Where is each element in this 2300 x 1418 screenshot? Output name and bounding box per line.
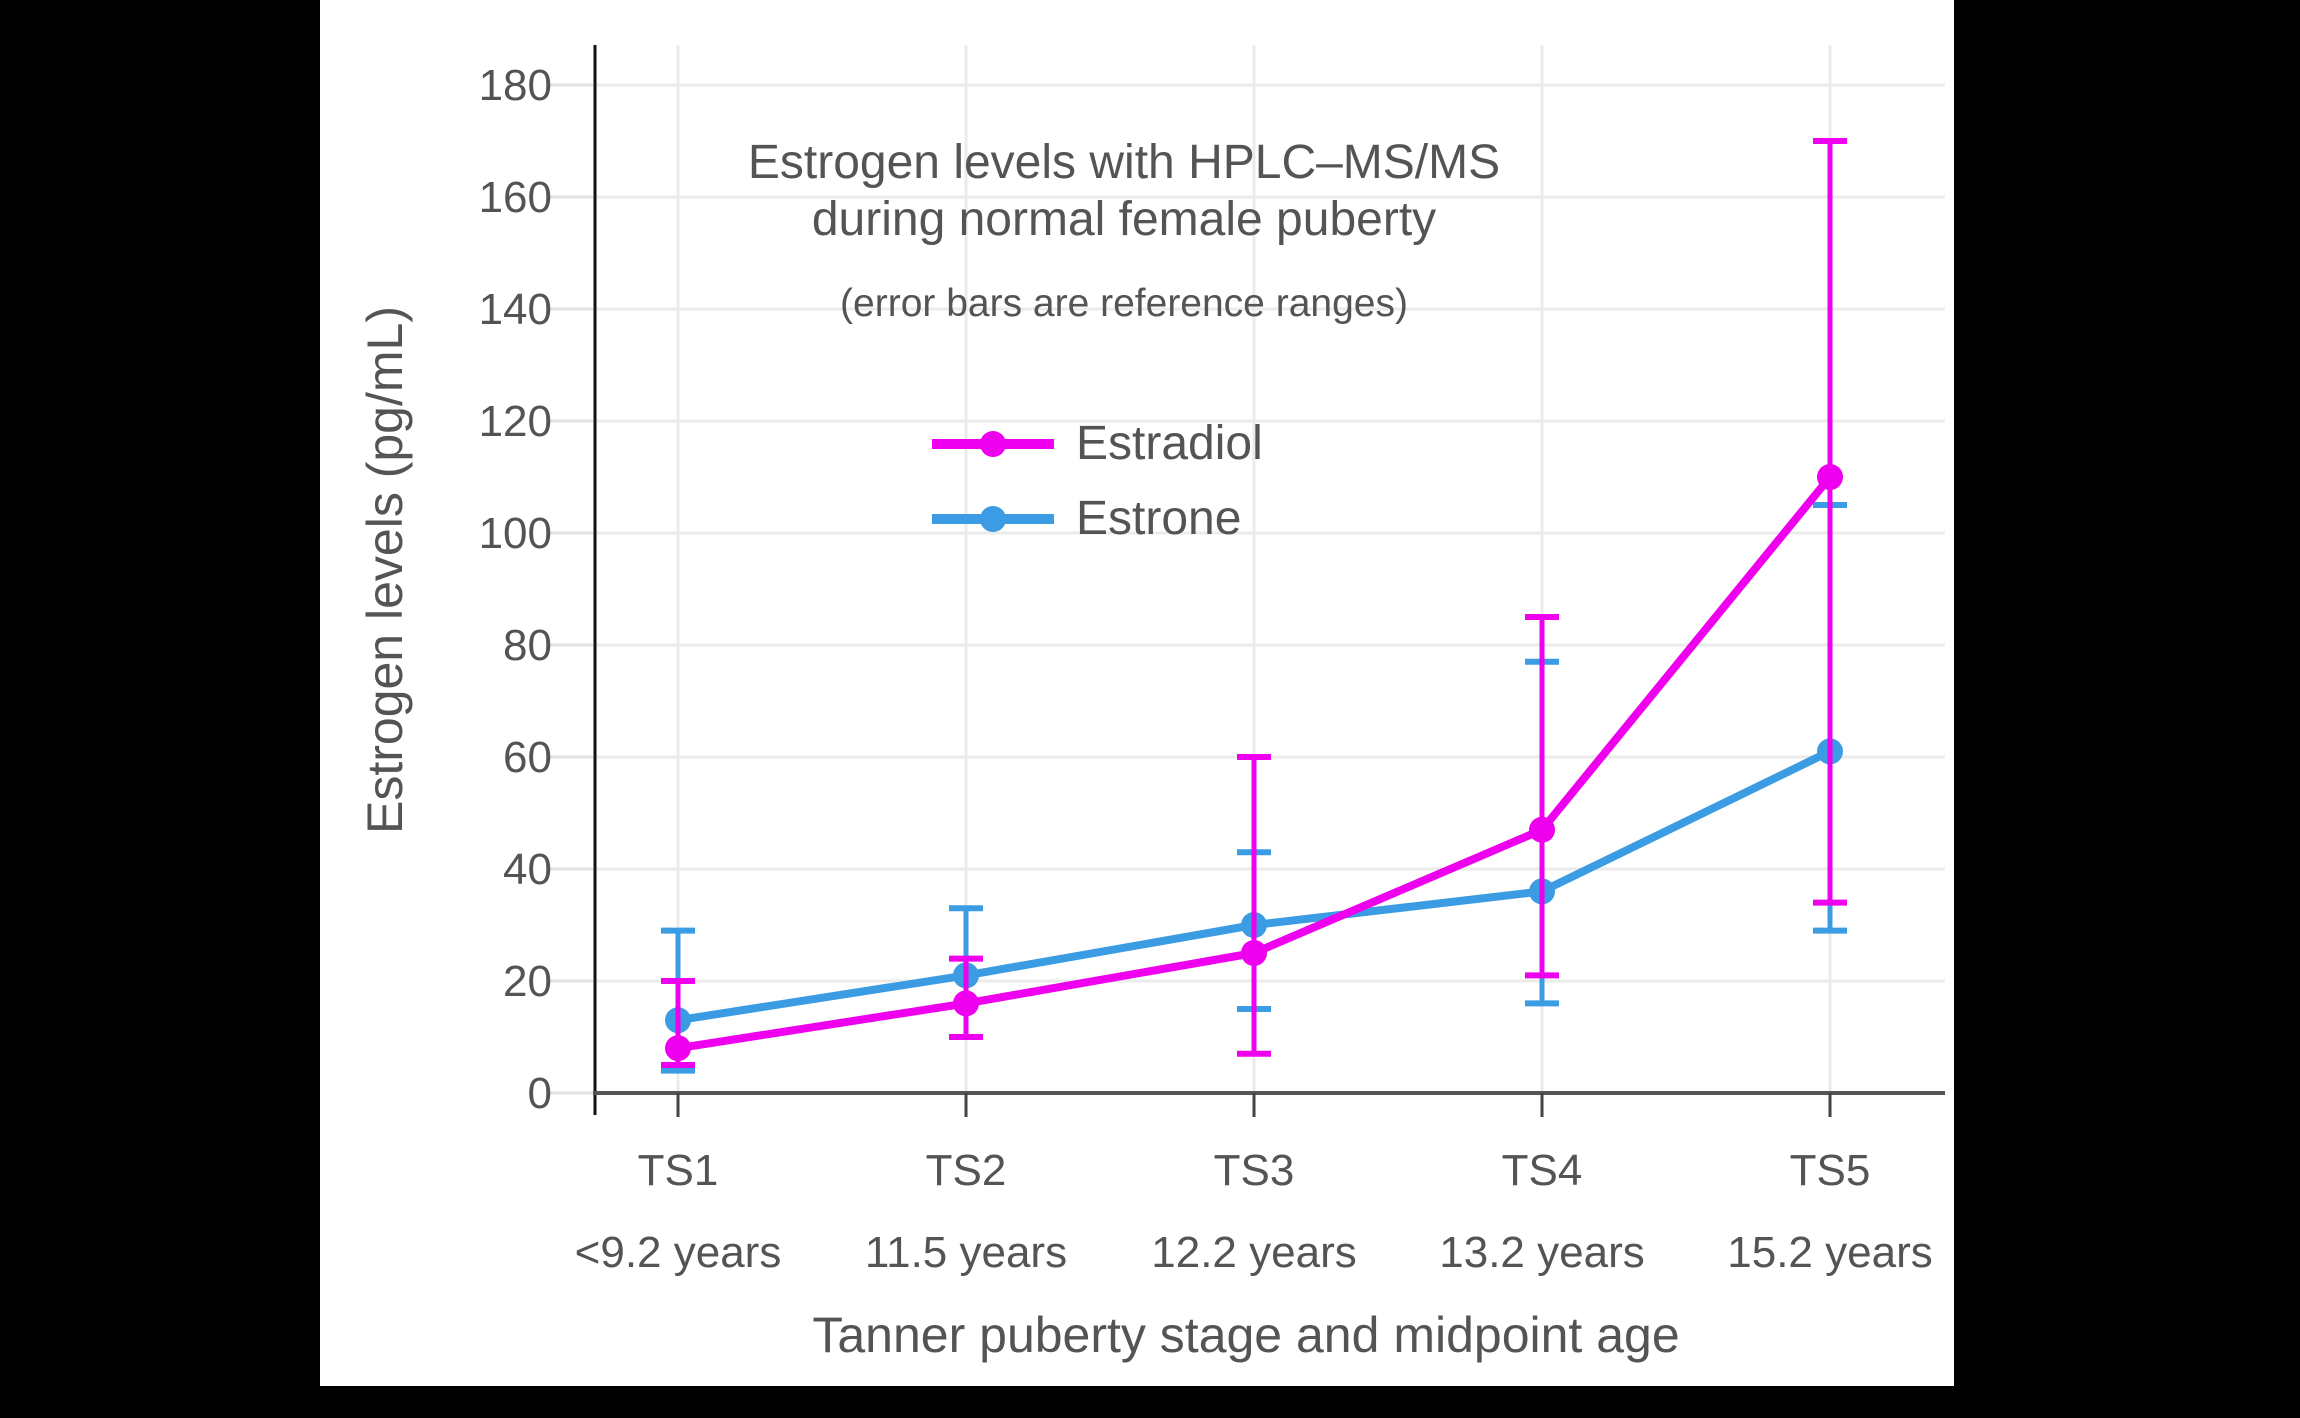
y-tick-label-140: 140 (479, 285, 552, 334)
y-tick-label-120: 120 (479, 397, 552, 446)
y-tick-label-0: 0 (528, 1069, 552, 1118)
x-tick-label-stage-TS3: TS3 (1214, 1146, 1295, 1195)
chart-subtitle: (error bars are reference ranges) (840, 282, 1408, 325)
x-tick-label-stage-TS2: TS2 (926, 1146, 1007, 1195)
legend-marker-icon (932, 430, 1054, 457)
data-point-estradiol-TS4 (1529, 816, 1555, 843)
legend-marker-icon (932, 505, 1054, 532)
legend-item-estradiol: Estradiol (930, 406, 1263, 481)
legend-label: Estradiol (1076, 417, 1263, 470)
data-point-estradiol-TS3 (1241, 940, 1267, 966)
y-tick-label-180: 180 (479, 61, 552, 110)
data-point-estradiol-TS5 (1817, 464, 1843, 490)
data-point-estradiol-TS1 (665, 1035, 691, 1062)
y-tick-label-80: 80 (503, 621, 552, 670)
x-axis-title: Tanner puberty stage and midpoint age (812, 1307, 1680, 1363)
x-tick-label-age-TS2: 11.5 years (865, 1228, 1067, 1277)
chart-title-line2: during normal female puberty (811, 193, 1437, 246)
legend-item-estrone: Estrone (930, 481, 1263, 556)
x-tick-label-stage-TS5: TS5 (1790, 1146, 1871, 1195)
y-tick-label-20: 20 (503, 957, 552, 1006)
legend-dot (980, 430, 1006, 457)
line-chart: 0 20 40 60 80 100 120 140 160 180 TS1 <9.2 years TS2… (479, 45, 1945, 1277)
chart-panel: 0 20 40 60 80 100 120 140 160 180 TS1 <9.2 years TS2… (320, 0, 1954, 1386)
x-tick-label-age-TS3: 12.2 years (1151, 1228, 1356, 1277)
chart-title-line1: Estrogen levels with HPLC–MS/MS (747, 136, 1501, 189)
y-tick-label-160: 160 (479, 173, 552, 222)
y-tick-label-60: 60 (503, 733, 552, 782)
x-tick-label-stage-TS4: TS4 (1502, 1146, 1583, 1195)
data-point-estradiol-TS2 (953, 990, 979, 1017)
chart-title: Estrogen levels with HPLC–MS/MS during n… (524, 134, 1724, 248)
x-tick-label-age-TS5: 15.2 years (1727, 1228, 1932, 1277)
x-tick-label-stage-TS1: TS1 (638, 1146, 719, 1195)
legend-label: Estrone (1076, 492, 1242, 545)
legend-dot (980, 505, 1006, 532)
x-tick-label-age-TS4: 13.2 years (1439, 1228, 1644, 1277)
x-tick-label-age-TS1: <9.2 years (575, 1228, 782, 1277)
y-axis-title: Estrogen levels (pg/mL) (357, 305, 413, 835)
y-tick-label-100: 100 (479, 509, 552, 558)
y-tick-label-40: 40 (503, 845, 552, 894)
legend: Estradiol Estrone (930, 406, 1263, 556)
